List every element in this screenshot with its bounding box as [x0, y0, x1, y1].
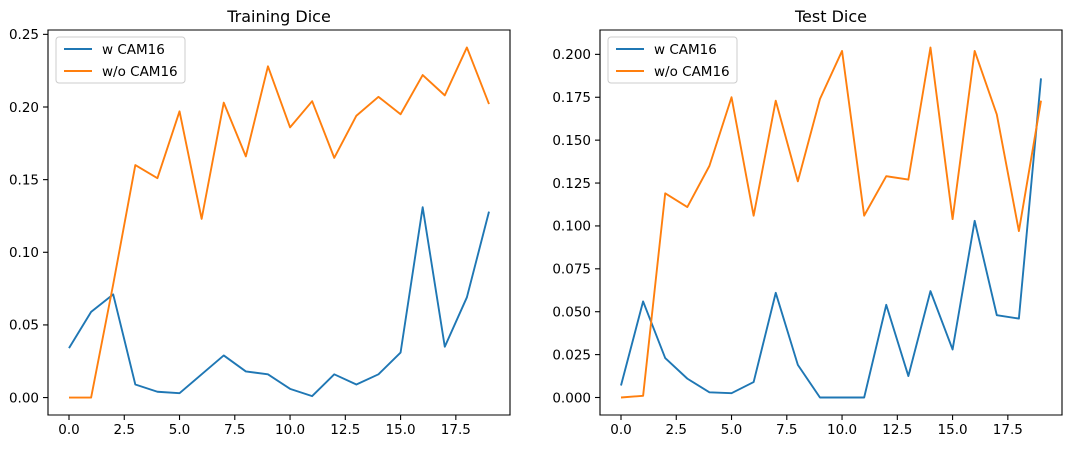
x-tick-label: 12.5 — [330, 422, 360, 438]
y-tick-label: 0.00 — [9, 390, 39, 406]
y-tick-label: 0.025 — [552, 347, 591, 363]
series-line-w-o-cam16 — [69, 46, 490, 399]
x-tick-label: 5.0 — [169, 422, 190, 438]
legend-label: w/o CAM16 — [654, 64, 730, 80]
series-lines — [68, 46, 490, 399]
x-tick-label: 10.0 — [827, 422, 857, 438]
series-line-w-cam16 — [68, 206, 490, 398]
legend-item-w-cam16: w CAM16 — [64, 42, 165, 58]
axes-frame — [47, 29, 511, 416]
x-tick-label: 7.5 — [776, 422, 797, 438]
series-line-w-o-cam16 — [620, 46, 1042, 399]
chart-title: Test Dice — [794, 7, 867, 26]
x-tick-label: 12.5 — [882, 422, 912, 438]
x-tick-label: 7.5 — [224, 422, 245, 438]
y-tick-label: 0.125 — [552, 176, 591, 192]
chart-panel-test-dice: Test Dice 0.0 2.5 5.0 7.5 10.0 12.5 15.0 17.50.… — [552, 7, 1063, 438]
y-tick-label: 0.075 — [552, 262, 591, 278]
x-tick-label: 15.0 — [386, 422, 416, 438]
y-tick-label: 0.050 — [552, 305, 591, 321]
chart-title: Training Dice — [226, 7, 331, 26]
x-tick-label: 17.5 — [441, 422, 471, 438]
x-tick-label: 2.5 — [114, 422, 135, 438]
x-tick-label: 5.0 — [721, 422, 742, 438]
legend-item-w-o-cam16: w/o CAM16 — [64, 64, 178, 80]
y-tick-label: 0.000 — [552, 390, 591, 406]
y-tick-label: 0.10 — [9, 245, 39, 261]
chart-panel-training-dice: Training Dice 0.0 2.5 5.0 7.5 10.0 12.5 15.0 17… — [9, 7, 511, 438]
x-tick-label: 17.5 — [993, 422, 1023, 438]
x-tick-label: 10.0 — [275, 422, 305, 438]
x-tick-label: 0.0 — [610, 422, 631, 438]
x-tick-label: 2.5 — [666, 422, 687, 438]
legend: w CAM16 w/o CAM16 — [607, 36, 738, 84]
x-axis: 0.0 2.5 5.0 7.5 10.0 12.5 15.0 17.5 — [58, 415, 471, 438]
y-tick-label: 0.150 — [552, 133, 591, 149]
series-line-w-cam16 — [620, 78, 1042, 399]
legend-item-w-o-cam16: w/o CAM16 — [616, 64, 730, 80]
y-tick-label: 0.20 — [9, 100, 39, 116]
x-axis: 0.0 2.5 5.0 7.5 10.0 12.5 15.0 17.5 — [610, 415, 1023, 438]
y-axis: 0.00 0.05 0.10 0.15 0.20 0.25 — [9, 27, 48, 406]
legend: w CAM16 w/o CAM16 — [55, 36, 186, 84]
axes-frame — [599, 29, 1063, 416]
series-lines — [620, 46, 1042, 399]
y-axis: 0.000 0.025 0.050 0.075 0.100 0.125 0.150 0.175… — [552, 47, 600, 406]
y-tick-label: 0.15 — [9, 172, 39, 188]
y-tick-label: 0.05 — [9, 318, 39, 334]
y-tick-label: 0.200 — [552, 47, 591, 63]
x-tick-label: 0.0 — [58, 422, 79, 438]
legend-label: w/o CAM16 — [102, 64, 178, 80]
legend-label: w CAM16 — [654, 42, 717, 58]
y-tick-label: 0.175 — [552, 90, 591, 106]
y-tick-label: 0.25 — [9, 27, 39, 43]
legend-label: w CAM16 — [102, 42, 165, 58]
x-tick-label: 15.0 — [938, 422, 968, 438]
legend-item-w-cam16: w CAM16 — [616, 42, 717, 58]
y-tick-label: 0.100 — [552, 219, 591, 235]
